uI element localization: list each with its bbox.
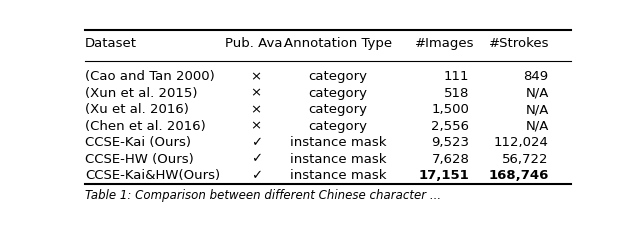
Text: CCSE-HW (Ours): CCSE-HW (Ours): [85, 152, 194, 165]
Text: ×: ×: [250, 119, 262, 132]
Text: CCSE-Kai&HW(Ours): CCSE-Kai&HW(Ours): [85, 168, 220, 181]
Text: instance mask: instance mask: [290, 152, 386, 165]
Text: CCSE-Kai (Ours): CCSE-Kai (Ours): [85, 136, 191, 148]
Text: ✓: ✓: [250, 168, 262, 181]
Text: N/A: N/A: [525, 103, 548, 116]
Text: 112,024: 112,024: [494, 136, 548, 148]
Text: ×: ×: [250, 70, 262, 83]
Text: Pub. Ava.: Pub. Ava.: [225, 37, 287, 49]
Text: 56,722: 56,722: [502, 152, 548, 165]
Text: 111: 111: [444, 70, 469, 83]
Text: ✓: ✓: [250, 136, 262, 148]
Text: Table 1: Comparison between different Chinese character ...: Table 1: Comparison between different Ch…: [85, 189, 441, 202]
Text: ×: ×: [250, 103, 262, 116]
Text: #Images: #Images: [415, 37, 474, 49]
Text: N/A: N/A: [525, 86, 548, 99]
Text: 168,746: 168,746: [488, 168, 548, 181]
Text: Dataset: Dataset: [85, 37, 137, 49]
Text: instance mask: instance mask: [290, 168, 386, 181]
Text: category: category: [308, 86, 367, 99]
Text: 17,151: 17,151: [419, 168, 469, 181]
Text: category: category: [308, 119, 367, 132]
Text: (Chen et al. 2016): (Chen et al. 2016): [85, 119, 205, 132]
Text: #Strokes: #Strokes: [489, 37, 549, 49]
Text: 849: 849: [524, 70, 548, 83]
Text: 518: 518: [444, 86, 469, 99]
Text: ×: ×: [250, 86, 262, 99]
Text: instance mask: instance mask: [290, 136, 386, 148]
Text: (Cao and Tan 2000): (Cao and Tan 2000): [85, 70, 214, 83]
Text: 2,556: 2,556: [431, 119, 469, 132]
Text: category: category: [308, 70, 367, 83]
Text: 1,500: 1,500: [431, 103, 469, 116]
Text: ✓: ✓: [250, 152, 262, 165]
Text: 9,523: 9,523: [431, 136, 469, 148]
Text: 7,628: 7,628: [431, 152, 469, 165]
Text: category: category: [308, 103, 367, 116]
Text: Annotation Type: Annotation Type: [284, 37, 392, 49]
Text: (Xu et al. 2016): (Xu et al. 2016): [85, 103, 189, 116]
Text: N/A: N/A: [525, 119, 548, 132]
Text: (Xun et al. 2015): (Xun et al. 2015): [85, 86, 198, 99]
